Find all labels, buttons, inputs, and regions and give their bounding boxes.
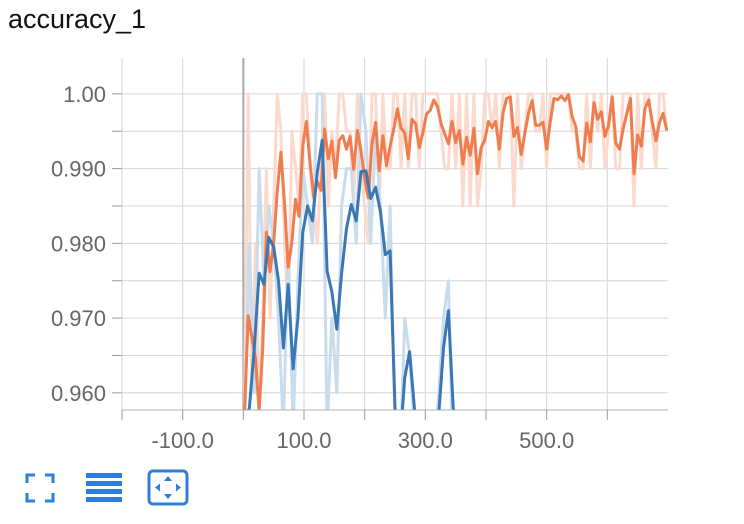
fit-domain-button[interactable] bbox=[146, 468, 190, 508]
toggle-data-table-button[interactable] bbox=[84, 470, 124, 506]
y-tick-label: 0.980 bbox=[51, 231, 106, 256]
x-tick-label: -100.0 bbox=[151, 428, 213, 453]
fullscreen-icon bbox=[25, 473, 55, 503]
y-tick-label: 0.970 bbox=[51, 306, 106, 331]
x-tick-label: 500.0 bbox=[519, 428, 574, 453]
smoothed-series-layer bbox=[243, 93, 668, 410]
y-tick-label: 0.990 bbox=[51, 157, 106, 182]
chart-title: accuracy_1 bbox=[8, 4, 147, 34]
y-tick-label: 0.960 bbox=[51, 381, 106, 406]
series-line-2 bbox=[247, 138, 456, 410]
y-tick-label: 1.00 bbox=[63, 82, 106, 107]
axes: -100.0 100.0 300.0 500.0 1.00 0.990 0.980 0.970… bbox=[51, 82, 668, 453]
x-tick-label: 100.0 bbox=[276, 428, 331, 453]
line-chart: -100.0 100.0 300.0 500.0 1.00 0.990 0.980 0.970… bbox=[51, 58, 668, 453]
data-table-icon bbox=[86, 473, 122, 502]
fit-domain-icon bbox=[147, 469, 189, 506]
x-tick-label: 300.0 bbox=[398, 428, 453, 453]
fullscreen-button[interactable] bbox=[22, 470, 58, 506]
